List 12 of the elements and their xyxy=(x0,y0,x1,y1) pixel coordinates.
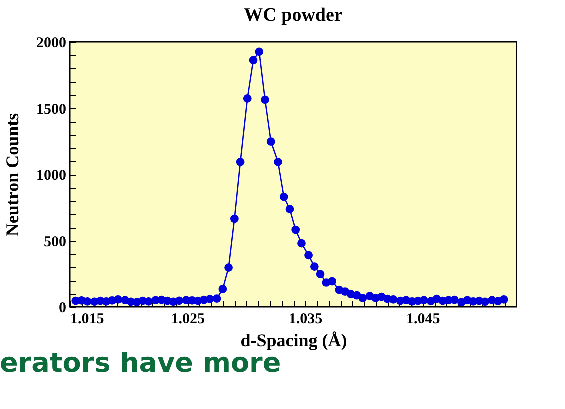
y-axis-title: Neutron Counts xyxy=(2,113,22,237)
y-tick-label: 1500 xyxy=(36,102,66,118)
x-tick-label: 1.035 xyxy=(288,312,323,328)
x-axis-title: d-Spacing (Å) xyxy=(240,330,348,350)
x-tick-label: 1.045 xyxy=(406,312,440,328)
y-tick-label: 1000 xyxy=(36,168,66,184)
y-tick-label: 0 xyxy=(59,300,66,316)
y-tick-label: 500 xyxy=(44,234,66,250)
x-tick-label: 1.025 xyxy=(171,312,206,328)
chart-title: WC powder xyxy=(244,5,344,26)
x-tick-label: 1.015 xyxy=(70,312,104,328)
y-tick-label: 2000 xyxy=(36,36,66,52)
